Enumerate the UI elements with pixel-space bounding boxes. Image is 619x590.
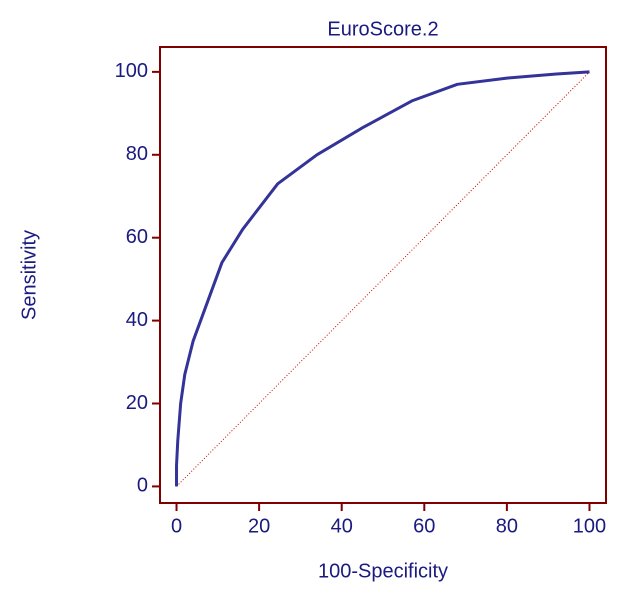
x-tick-label: 80 xyxy=(496,515,518,537)
y-tick-label: 0 xyxy=(137,475,148,497)
x-tick-label: 40 xyxy=(331,515,353,537)
y-tick-label: 60 xyxy=(126,226,148,248)
y-tick-label: 20 xyxy=(126,392,148,414)
roc-curve xyxy=(175,70,590,487)
x-axis-label: 100-Specificity xyxy=(318,560,448,582)
y-tick-label: 100 xyxy=(115,60,148,82)
plot-frame xyxy=(159,46,607,504)
x-tick-label: 60 xyxy=(413,515,435,537)
y-tick-label: 40 xyxy=(126,309,148,331)
x-tick-label: 20 xyxy=(248,515,270,537)
y-tick-label: 80 xyxy=(126,143,148,165)
x-tick-label: 0 xyxy=(171,515,182,537)
reference-line xyxy=(176,71,590,487)
x-tick-label: 100 xyxy=(573,515,606,537)
y-axis-label: Sensitivity xyxy=(18,230,40,320)
chart-title: EuroScore.2 xyxy=(327,18,438,40)
